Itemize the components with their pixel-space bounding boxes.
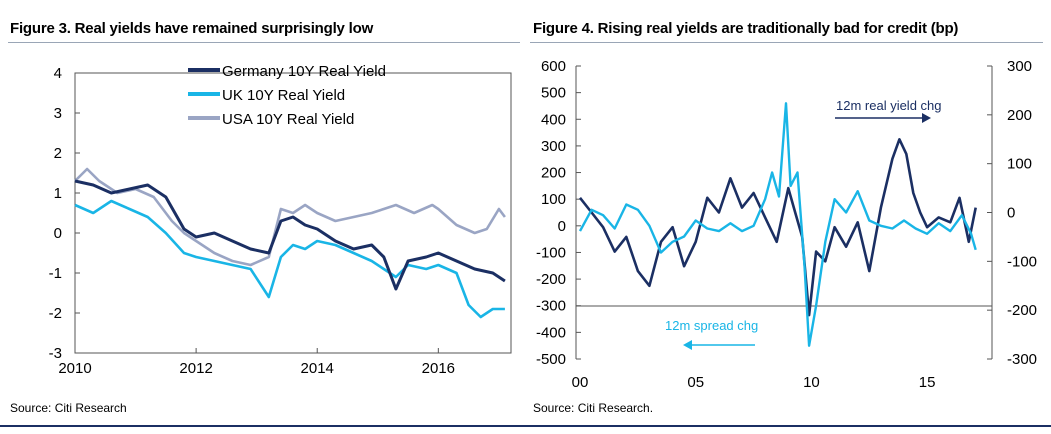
- y-tick-label: 0: [54, 225, 62, 242]
- figure-4-source: Source: Citi Research.: [533, 401, 654, 415]
- y-right-tick-label: -200: [1007, 302, 1037, 319]
- x-tick-label: 10: [803, 374, 820, 391]
- y-tick-label: 1: [54, 185, 62, 202]
- y-tick-label: -3: [49, 345, 62, 362]
- y-tick-label: 3: [54, 105, 62, 122]
- y-right-tick-label: 200: [1007, 107, 1032, 124]
- arrow-real-yield-head: [922, 113, 931, 123]
- bottom-rule: [0, 425, 1051, 427]
- y-right-tick-label: 300: [1007, 58, 1032, 75]
- y-left-tick-label: 300: [541, 138, 566, 155]
- y-left-tick-label: -500: [536, 351, 566, 368]
- annotation-real-yield: 12m real yield chg: [836, 98, 942, 113]
- series-uk-line: [74, 199, 505, 319]
- x-tick-label: 00: [572, 374, 589, 391]
- y-right-tick-label: -100: [1007, 253, 1037, 270]
- y-left-tick-label: 400: [541, 111, 566, 128]
- figure-3-chart: 4 3 2 1 0 -1 -2 -3 2010 2012 2014 2016 Germany 10Y…: [49, 63, 512, 377]
- annotation-spread: 12m spread chg: [665, 318, 758, 333]
- legend-label-germany: Germany 10Y Real Yield: [222, 63, 386, 80]
- y-left-tick-label: -300: [536, 298, 566, 315]
- y-left-tick-label: 600: [541, 58, 566, 75]
- series-real-yield-line: [578, 138, 977, 317]
- y-right-tick-label: 0: [1007, 205, 1015, 222]
- y-left-tick-label: 200: [541, 165, 566, 182]
- y-right-tick-label: -300: [1007, 351, 1037, 368]
- y-left-tick-label: -100: [536, 244, 566, 261]
- series-spread-line: [578, 102, 977, 347]
- series-germany-line: [74, 179, 506, 291]
- x-tick-label: 2014: [301, 360, 334, 377]
- x-tick-label: 15: [919, 374, 936, 391]
- y-tick-label: -2: [49, 305, 62, 322]
- y-left-tick-label: 500: [541, 85, 566, 102]
- legend-label-uk: UK 10Y Real Yield: [222, 87, 345, 104]
- figure-4-chart: 6005004003002001000-100-200-300-400-500 …: [536, 58, 1037, 391]
- x-tick-label: 05: [687, 374, 704, 391]
- y-left-tick-label: -400: [536, 324, 566, 341]
- legend-label-usa: USA 10Y Real Yield: [222, 111, 354, 128]
- y-left-tick-label: 100: [541, 191, 566, 208]
- y-tick-label: 4: [54, 65, 62, 82]
- series-usa-line: [74, 167, 506, 267]
- y-right-tick-label: 100: [1007, 156, 1032, 173]
- arrow-spread-head: [683, 340, 692, 350]
- x-tick-label: 2010: [58, 360, 91, 377]
- y-left-tick-label: -200: [536, 271, 566, 288]
- y-tick-label: 2: [54, 145, 62, 162]
- x-tick-label: 2016: [422, 360, 455, 377]
- x-tick-label: 2012: [179, 360, 212, 377]
- figure-3-title: Figure 3. Real yields have remained surp…: [10, 20, 374, 37]
- figure-4-title-rule: [530, 42, 1043, 43]
- figure-4-title: Figure 4. Rising real yields are traditi…: [533, 20, 959, 37]
- figure-3-plot-frame: [74, 72, 512, 354]
- figure-3-title-rule: [8, 42, 520, 43]
- y-tick-label: -1: [49, 265, 62, 282]
- y-left-tick-label: 0: [558, 218, 566, 235]
- figure-3-source: Source: Citi Research: [10, 401, 127, 415]
